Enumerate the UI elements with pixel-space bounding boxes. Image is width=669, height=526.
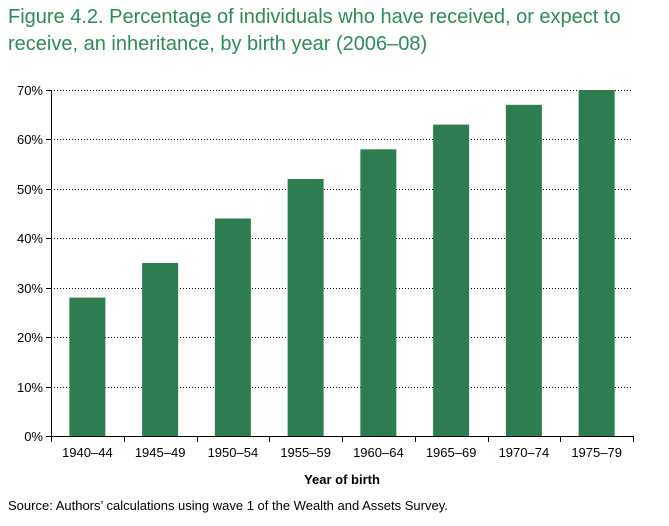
x-tick-label: 1950–54 — [208, 445, 259, 460]
y-tick-label: 30% — [17, 281, 43, 296]
source-note: Source: Authors’ calculations using wave… — [8, 498, 448, 513]
bar — [214, 218, 251, 436]
x-tick-label: 1965–69 — [426, 445, 477, 460]
x-tick-label: 1970–74 — [499, 445, 550, 460]
bar — [69, 297, 106, 436]
x-tick-label: 1940–44 — [62, 445, 113, 460]
y-tick-label: 0% — [24, 429, 43, 444]
y-tick-label: 50% — [17, 182, 43, 197]
bar — [142, 263, 179, 436]
axes — [46, 90, 634, 442]
x-tick-label: 1955–59 — [280, 445, 331, 460]
y-tick-label: 40% — [17, 231, 43, 246]
y-tick-label: 60% — [17, 132, 43, 147]
bar — [578, 90, 615, 436]
y-tick-label: 70% — [17, 83, 43, 98]
y-tick-label: 20% — [17, 330, 43, 345]
y-tick-label: 10% — [17, 380, 43, 395]
x-tick-label: 1945–49 — [135, 445, 186, 460]
x-axis-title: Year of birth — [304, 472, 380, 487]
x-tick-label: 1975–79 — [571, 445, 622, 460]
bar — [287, 178, 324, 436]
gridlines — [51, 90, 633, 388]
bar — [505, 104, 542, 436]
bar — [433, 124, 470, 436]
bar — [360, 149, 397, 437]
bars — [69, 90, 615, 437]
chart-title: Figure 4.2. Percentage of individuals wh… — [8, 6, 621, 55]
x-tick-label: 1960–64 — [353, 445, 404, 460]
tick-labels: 0% 10% 20% 30% 40% 50% 60% 70% 1940–44 1945–49 195… — [17, 83, 622, 460]
